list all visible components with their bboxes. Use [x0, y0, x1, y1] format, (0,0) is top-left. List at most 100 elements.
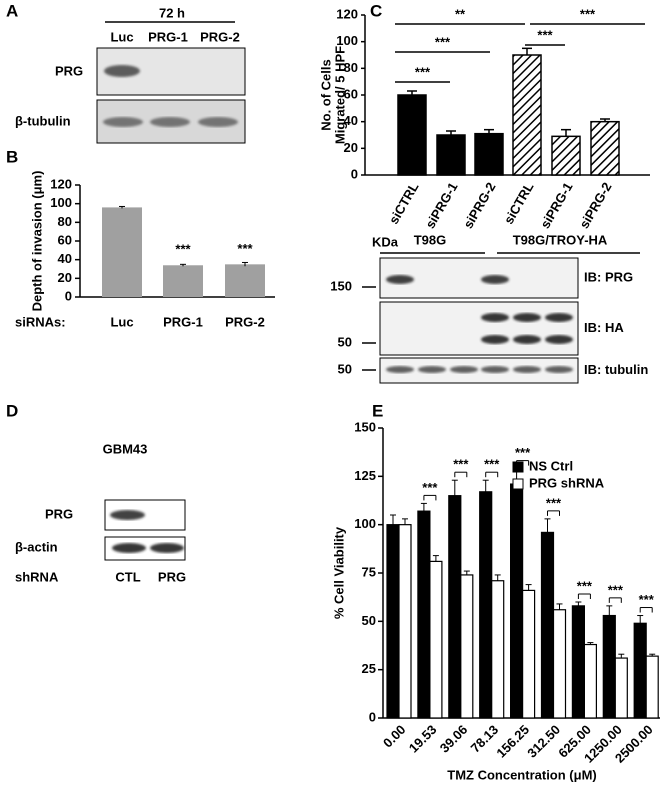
significance: *** — [639, 592, 655, 607]
lane-label: CTL — [115, 569, 140, 584]
blot-band — [112, 543, 146, 553]
bar — [102, 207, 142, 297]
bar — [512, 54, 542, 176]
significance: *** — [415, 64, 431, 79]
y-tick-label: 125 — [354, 468, 376, 483]
x-tick-label: siCTRL — [501, 180, 537, 227]
bar — [602, 614, 616, 719]
bar — [225, 264, 265, 297]
lane-label: PRG-1 — [148, 29, 188, 44]
y-axis-label: Migrated/ 5 HPF — [332, 46, 347, 144]
lane-label: PRG-2 — [200, 29, 240, 44]
blot-band — [198, 117, 238, 127]
significance: *** — [237, 241, 253, 256]
cell-line: GBM43 — [103, 441, 148, 456]
x-tick-label: siPRG-1 — [537, 180, 575, 231]
bar — [474, 132, 504, 176]
bar — [540, 531, 555, 719]
row-label: PRG — [55, 63, 83, 78]
lane-label: Luc — [110, 29, 133, 44]
y-tick-label: 120 — [336, 6, 358, 21]
blot-band — [481, 366, 509, 373]
blot-band — [418, 366, 446, 373]
panel-label: D — [6, 401, 18, 420]
blot-band — [545, 313, 573, 322]
blot-band — [513, 335, 541, 344]
x-axis-label: TMZ Concentration (μM) — [447, 767, 597, 782]
significance: *** — [537, 27, 553, 42]
bar — [633, 622, 647, 719]
panel-label: A — [6, 1, 18, 20]
row-label: IB: PRG — [584, 269, 633, 284]
y-tick-label: 100 — [336, 33, 358, 48]
y-axis-label: No. of Cells — [318, 59, 333, 131]
blot — [96, 47, 246, 96]
bar — [614, 657, 628, 719]
x-tick-label: siPRG-1 — [422, 180, 460, 231]
x-tick-label: siCTRL — [386, 180, 422, 227]
x-tick-label: 0.00 — [380, 722, 409, 751]
blot-band — [481, 313, 509, 322]
y-tick-label: 100 — [50, 195, 72, 210]
y-tick-label: 20 — [344, 140, 358, 155]
significance: *** — [435, 34, 451, 49]
x-tick-label: siPRG-2 — [576, 180, 614, 231]
row-label: β-tubulin — [15, 113, 71, 128]
blot-band — [103, 117, 143, 127]
bar — [436, 134, 466, 176]
y-tick-label: 120 — [50, 176, 72, 191]
marker-label: 50 — [338, 334, 352, 349]
y-tick-label: 25 — [362, 661, 376, 676]
lane-label: PRG — [158, 569, 186, 584]
blot-band — [104, 65, 140, 77]
bar — [386, 524, 400, 719]
blot-band — [450, 366, 478, 373]
y-tick-label: 50 — [362, 613, 376, 628]
significance: *** — [422, 480, 438, 495]
bar — [429, 560, 443, 719]
y-tick-label: 60 — [58, 232, 72, 247]
blot-band — [545, 335, 573, 344]
row-label: β-actin — [15, 539, 58, 554]
bar — [460, 574, 474, 719]
bar — [645, 655, 659, 719]
significance: *** — [484, 457, 500, 472]
significance: *** — [546, 495, 562, 510]
y-tick-label: 80 — [58, 214, 72, 229]
bar — [552, 609, 567, 719]
blot-band — [481, 275, 509, 284]
significance: *** — [175, 242, 191, 257]
y-tick-label: 0 — [351, 166, 358, 181]
bar — [479, 491, 493, 719]
x-tick-label: 156.25 — [493, 722, 532, 761]
x-tick-label: 19.53 — [406, 722, 440, 756]
legend-swatch — [512, 461, 524, 473]
y-tick-label: 60 — [344, 86, 358, 101]
legend-label: PRG shRNA — [529, 475, 605, 490]
group-label: T98G — [414, 232, 447, 247]
bar — [398, 524, 412, 719]
blot-band — [386, 275, 414, 284]
y-tick-label: 20 — [58, 270, 72, 285]
bar — [590, 120, 620, 176]
y-axis-label: Depth of invasion (μm) — [29, 171, 44, 312]
bar — [521, 589, 536, 719]
y-axis-label: % Cell Viability — [331, 526, 346, 619]
x-tick-label: 312.50 — [524, 722, 563, 761]
significance: *** — [453, 457, 469, 472]
legend-swatch — [512, 478, 524, 490]
significance: ** — [455, 6, 466, 21]
blot-band — [513, 366, 541, 373]
row-label: PRG — [45, 506, 73, 521]
blot-band — [481, 335, 509, 344]
y-tick-label: 40 — [58, 251, 72, 266]
panel-label: E — [372, 401, 383, 420]
bar — [583, 643, 598, 719]
y-tick-label: 150 — [354, 419, 376, 434]
marker-label: 150 — [330, 278, 352, 293]
blot-band — [545, 366, 573, 373]
x-tick-label: PRG-1 — [163, 314, 203, 329]
marker-label: 50 — [338, 361, 352, 376]
bar — [510, 483, 524, 719]
